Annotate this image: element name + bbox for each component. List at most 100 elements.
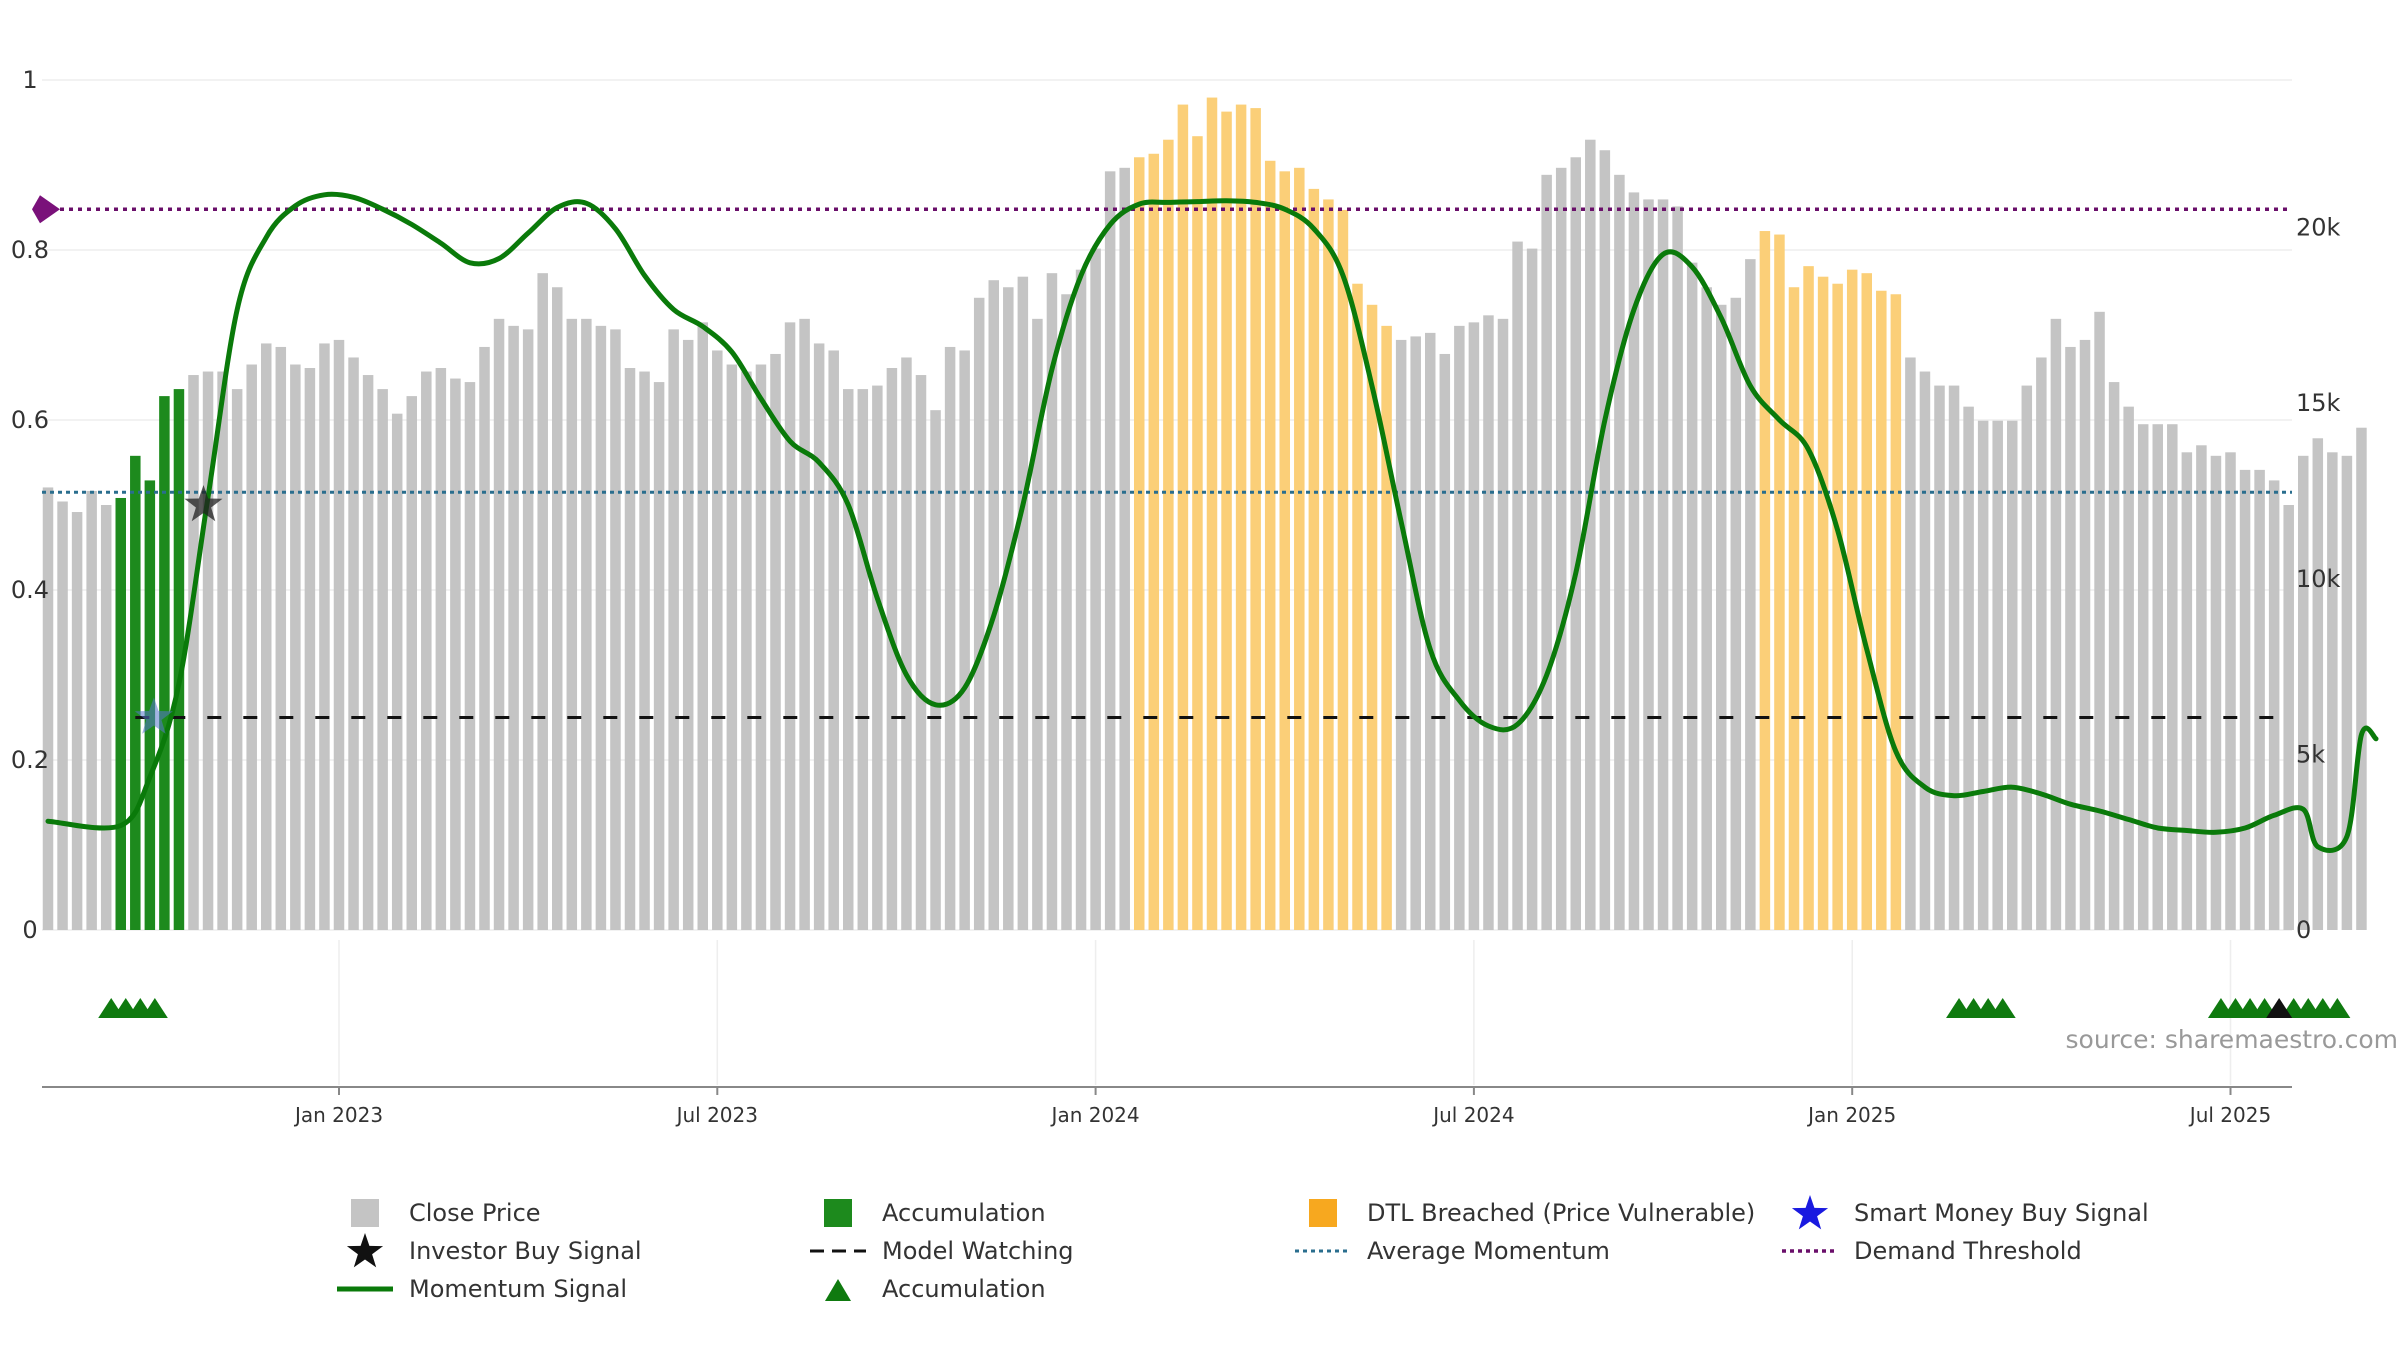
close-price-bar <box>639 371 650 930</box>
close-price-bar <box>2327 452 2338 930</box>
close-price-bar <box>1090 248 1101 931</box>
close-price-bar <box>2079 339 2091 930</box>
close-price-bar <box>100 505 112 930</box>
close-price-bar <box>2108 382 2120 930</box>
close-price-bar <box>1977 420 1989 930</box>
close-price-bar <box>2268 480 2280 930</box>
close-price-bar <box>1745 259 1756 931</box>
close-price-bar <box>1454 325 1465 930</box>
close-price-bar <box>1541 174 1552 930</box>
close-price-bar <box>71 512 83 930</box>
close-price-bar <box>202 371 214 930</box>
close-price-bar <box>1410 336 1421 930</box>
legend-swatch-graphic <box>824 1199 852 1227</box>
dtl-breached-bar <box>1817 276 1829 930</box>
right-tick-label: 10k <box>2296 565 2341 593</box>
close-price-bar <box>2254 469 2265 930</box>
close-price-bar <box>246 364 257 930</box>
close-price-bar <box>1701 287 1712 930</box>
dtl-breached-bar <box>1774 234 1785 930</box>
dtl-breached-bar <box>1148 153 1160 931</box>
legend-swatch-graphic <box>825 1279 851 1301</box>
close-price-bar <box>508 325 519 930</box>
legend-swatch-accum_tri <box>808 1271 868 1307</box>
legend-swatch-smart <box>1780 1195 1840 1231</box>
legend-label-investor: Investor Buy Signal <box>409 1237 642 1265</box>
close-price-bar <box>522 329 534 931</box>
left-tick-label: 0 <box>22 916 37 944</box>
buy-signals <box>134 485 223 734</box>
legend-swatch-investor <box>335 1233 395 1269</box>
dtl-breached-bar <box>1788 287 1800 930</box>
smart-money-buy-signal-star <box>134 697 173 734</box>
legend-item-demand: Demand Threshold <box>1780 1233 2082 1269</box>
close-price-bar <box>333 339 345 930</box>
dtl-breached-bar <box>1803 266 1814 931</box>
close-price-bar <box>479 346 490 930</box>
close-price-bar <box>1104 171 1116 930</box>
accumulation-bar <box>159 396 170 930</box>
close-price-bar <box>973 297 985 931</box>
close-price-bar <box>610 329 621 931</box>
x-tick-label: Jan 2024 <box>1050 1103 1140 1127</box>
legend-item-watching: Model Watching <box>808 1233 1074 1269</box>
legend: Close Price Accumulation DTL Breached (Pri… <box>0 1195 2400 1325</box>
close-price-bar <box>726 364 738 930</box>
close-price-bar <box>828 350 839 930</box>
legend-label-dtl: DTL Breached (Price Vulnerable) <box>1367 1199 1756 1227</box>
close-price-bar <box>1439 353 1451 931</box>
dtl-breached-bar <box>1279 171 1290 930</box>
close-price-bar <box>2196 445 2207 930</box>
close-price-bar <box>2341 455 2353 930</box>
accumulation-bar <box>130 455 141 930</box>
accumulation-bar <box>144 480 156 930</box>
close-price-bar <box>2283 505 2294 930</box>
close-price-bar <box>275 346 287 930</box>
left-tick-label: 0.6 <box>11 406 49 434</box>
close-price-bar <box>290 364 301 930</box>
close-price-bar <box>653 382 665 930</box>
close-price-bar <box>784 322 796 931</box>
right-tick-label: 5k <box>2296 740 2325 768</box>
source-label: source: sharemaestro.com <box>2066 1025 2399 1054</box>
accumulation-marker <box>1989 998 2016 1018</box>
close-price-bar <box>843 389 854 930</box>
chart: Jan 2023 Jul 2023 Jan 2024 Jul 2024 Jan 2025… <box>11 66 2399 1127</box>
momentum-signal-line <box>45 191 2379 853</box>
dtl-breached-bar <box>1759 231 1771 930</box>
x-tick-label: Jul 2023 <box>675 1103 758 1127</box>
close-price-bar <box>1614 174 1625 930</box>
x-tick-label: Jul 2025 <box>2188 1103 2271 1127</box>
legend-swatch-graphic <box>810 1249 866 1253</box>
close-price-bar <box>1570 157 1581 931</box>
close-price-bar <box>406 396 417 930</box>
close-price-bar <box>537 273 548 930</box>
close-price-bar <box>450 378 461 930</box>
close-price-bar <box>682 339 694 930</box>
legend-item-average: Average Momentum <box>1293 1233 1610 1269</box>
close-price-bar <box>2225 452 2236 930</box>
close-price-bar <box>886 368 898 930</box>
close-price-bar <box>421 371 432 930</box>
close-price-bar <box>2137 424 2149 930</box>
close-price-bar <box>2065 346 2076 930</box>
close-price-bar <box>930 410 941 930</box>
close-price-bar <box>1934 385 1945 931</box>
close-price-bar <box>1555 167 1567 930</box>
close-price-bar <box>1643 199 1654 930</box>
legend-swatch-graphic <box>1309 1199 1337 1227</box>
close-price-bar <box>1628 192 1640 930</box>
close-price-bar <box>188 375 199 930</box>
dtl-breached-bar <box>1206 97 1218 930</box>
close-price-bar <box>2007 420 2018 930</box>
close-price-bar <box>2239 469 2251 930</box>
left-tick-label: 0.4 <box>11 576 49 604</box>
close-price-bar <box>1512 241 1523 930</box>
reference-lines <box>32 195 2292 719</box>
price-bars <box>42 97 2367 931</box>
close-price-bar <box>2210 455 2222 930</box>
close-price-bar <box>2123 406 2134 930</box>
legend-label-close: Close Price <box>409 1199 541 1227</box>
left-tick-label: 0.2 <box>11 746 49 774</box>
close-price-bar <box>1686 262 1698 930</box>
